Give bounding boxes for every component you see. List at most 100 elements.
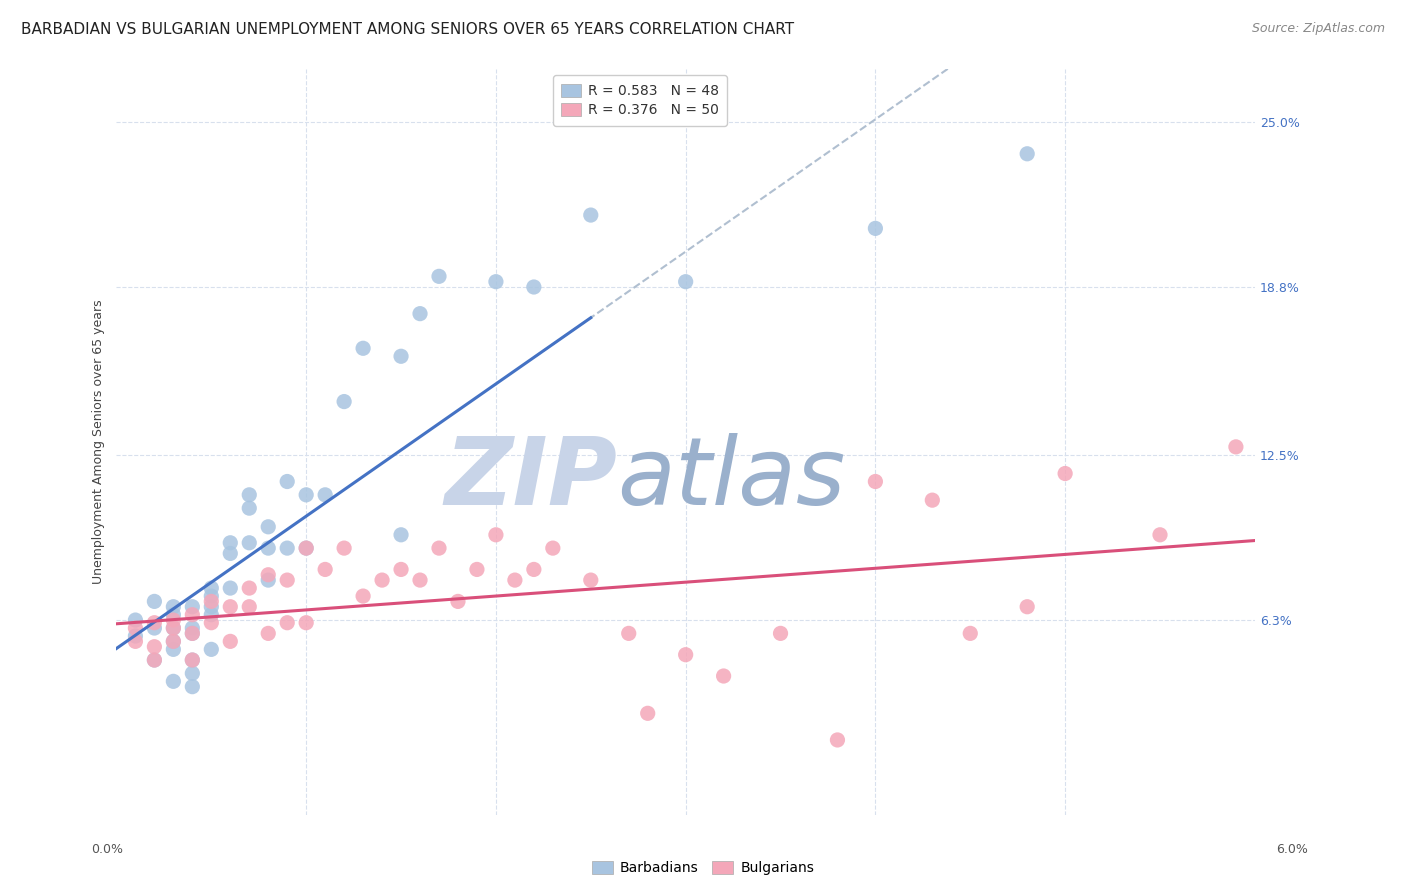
Point [219, 546, 242, 560]
Point [200, 581, 222, 595]
Point [865, 221, 887, 235]
Point [503, 573, 526, 587]
Point [238, 581, 260, 595]
Point [181, 621, 204, 635]
Point [200, 594, 222, 608]
Point [352, 589, 374, 603]
Point [276, 475, 298, 489]
Point [162, 634, 184, 648]
Point [352, 341, 374, 355]
Point [181, 607, 204, 622]
Point [200, 589, 222, 603]
Text: ZIP: ZIP [444, 433, 617, 524]
Point [143, 640, 166, 654]
Point [427, 541, 450, 555]
Point [181, 626, 204, 640]
Point [314, 488, 336, 502]
Point [675, 275, 697, 289]
Point [1017, 599, 1039, 614]
Y-axis label: Unemployment Among Seniors over 65 years: Unemployment Among Seniors over 65 years [93, 299, 105, 584]
Point [143, 653, 166, 667]
Point [124, 621, 146, 635]
Point [238, 599, 260, 614]
Point [162, 621, 184, 635]
Point [389, 349, 412, 363]
Point [827, 733, 849, 747]
Point [238, 536, 260, 550]
Point [162, 607, 184, 622]
Point [921, 493, 943, 508]
Point [579, 208, 602, 222]
Point [124, 613, 146, 627]
Point [257, 520, 280, 534]
Point [865, 475, 887, 489]
Point [959, 626, 981, 640]
Point [257, 626, 280, 640]
Point [181, 653, 204, 667]
Point [295, 615, 318, 630]
Legend: R = 0.583   N = 48, R = 0.376   N = 50: R = 0.583 N = 48, R = 0.376 N = 50 [553, 76, 727, 126]
Point [295, 488, 318, 502]
Point [181, 666, 204, 681]
Point [1225, 440, 1247, 454]
Point [637, 706, 659, 721]
Point [523, 562, 546, 576]
Text: 6.0%: 6.0% [1275, 843, 1308, 856]
Point [769, 626, 792, 640]
Point [314, 562, 336, 576]
Point [295, 541, 318, 555]
Point [238, 501, 260, 516]
Point [238, 488, 260, 502]
Text: Source: ZipAtlas.com: Source: ZipAtlas.com [1251, 22, 1385, 36]
Point [219, 536, 242, 550]
Point [162, 674, 184, 689]
Text: atlas: atlas [617, 434, 845, 524]
Point [1054, 467, 1077, 481]
Point [162, 599, 184, 614]
Point [485, 528, 508, 542]
Point [200, 599, 222, 614]
Point [143, 594, 166, 608]
Point [485, 275, 508, 289]
Text: 0.0%: 0.0% [91, 843, 124, 856]
Point [200, 607, 222, 622]
Point [409, 573, 432, 587]
Point [200, 615, 222, 630]
Point [257, 541, 280, 555]
Point [200, 642, 222, 657]
Point [675, 648, 697, 662]
Point [276, 573, 298, 587]
Point [124, 629, 146, 643]
Text: BARBADIAN VS BULGARIAN UNEMPLOYMENT AMONG SENIORS OVER 65 YEARS CORRELATION CHAR: BARBADIAN VS BULGARIAN UNEMPLOYMENT AMON… [21, 22, 794, 37]
Point [181, 626, 204, 640]
Point [409, 307, 432, 321]
Point [579, 573, 602, 587]
Point [389, 528, 412, 542]
Point [523, 280, 546, 294]
Point [713, 669, 735, 683]
Point [447, 594, 470, 608]
Point [276, 615, 298, 630]
Point [143, 615, 166, 630]
Point [389, 562, 412, 576]
Point [162, 621, 184, 635]
Point [124, 634, 146, 648]
Point [427, 269, 450, 284]
Point [371, 573, 394, 587]
Point [276, 541, 298, 555]
Point [295, 541, 318, 555]
Point [219, 599, 242, 614]
Point [162, 634, 184, 648]
Point [181, 680, 204, 694]
Point [257, 573, 280, 587]
Point [143, 653, 166, 667]
Point [1149, 528, 1171, 542]
Point [617, 626, 640, 640]
Point [465, 562, 488, 576]
Point [333, 541, 356, 555]
Point [541, 541, 564, 555]
Point [219, 634, 242, 648]
Point [162, 642, 184, 657]
Point [181, 653, 204, 667]
Point [333, 394, 356, 409]
